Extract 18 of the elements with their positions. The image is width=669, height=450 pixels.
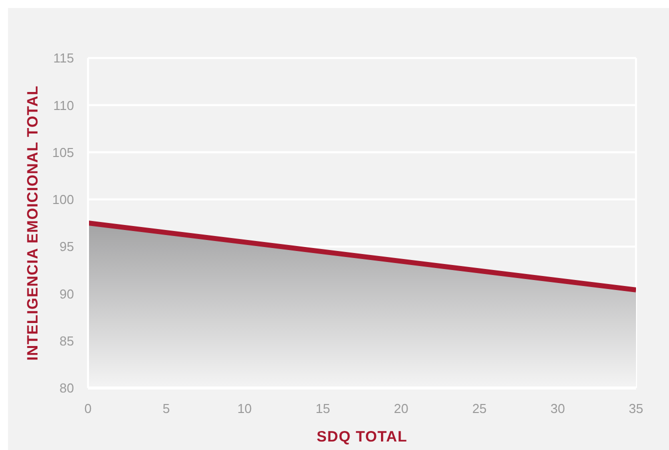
x-axis-title: SDQ TOTAL [316, 428, 408, 446]
y-tick-label: 105 [52, 144, 74, 160]
x-tick-label: 35 [628, 401, 644, 416]
y-tick-label: 115 [53, 50, 74, 66]
y-tick-label: 85 [60, 333, 74, 348]
y-tick-label: 100 [52, 192, 74, 208]
y-tick-label: 80 [60, 380, 74, 396]
x-tick-label: 10 [237, 401, 252, 416]
y-tick-label: 110 [53, 98, 74, 113]
y-axis-title: INTELIGENCIA EMOICIONAL TOTAL [24, 85, 42, 361]
y-tick-label: 90 [60, 286, 74, 302]
x-tick-label: 30 [550, 401, 565, 416]
x-tick-label: 0 [84, 401, 92, 416]
x-tick-label: 20 [394, 401, 408, 416]
x-tick-label: 15 [316, 401, 330, 416]
x-tick-label: 5 [162, 401, 170, 416]
y-tick-label: 95 [60, 239, 74, 254]
x-tick-label: 25 [472, 401, 487, 416]
